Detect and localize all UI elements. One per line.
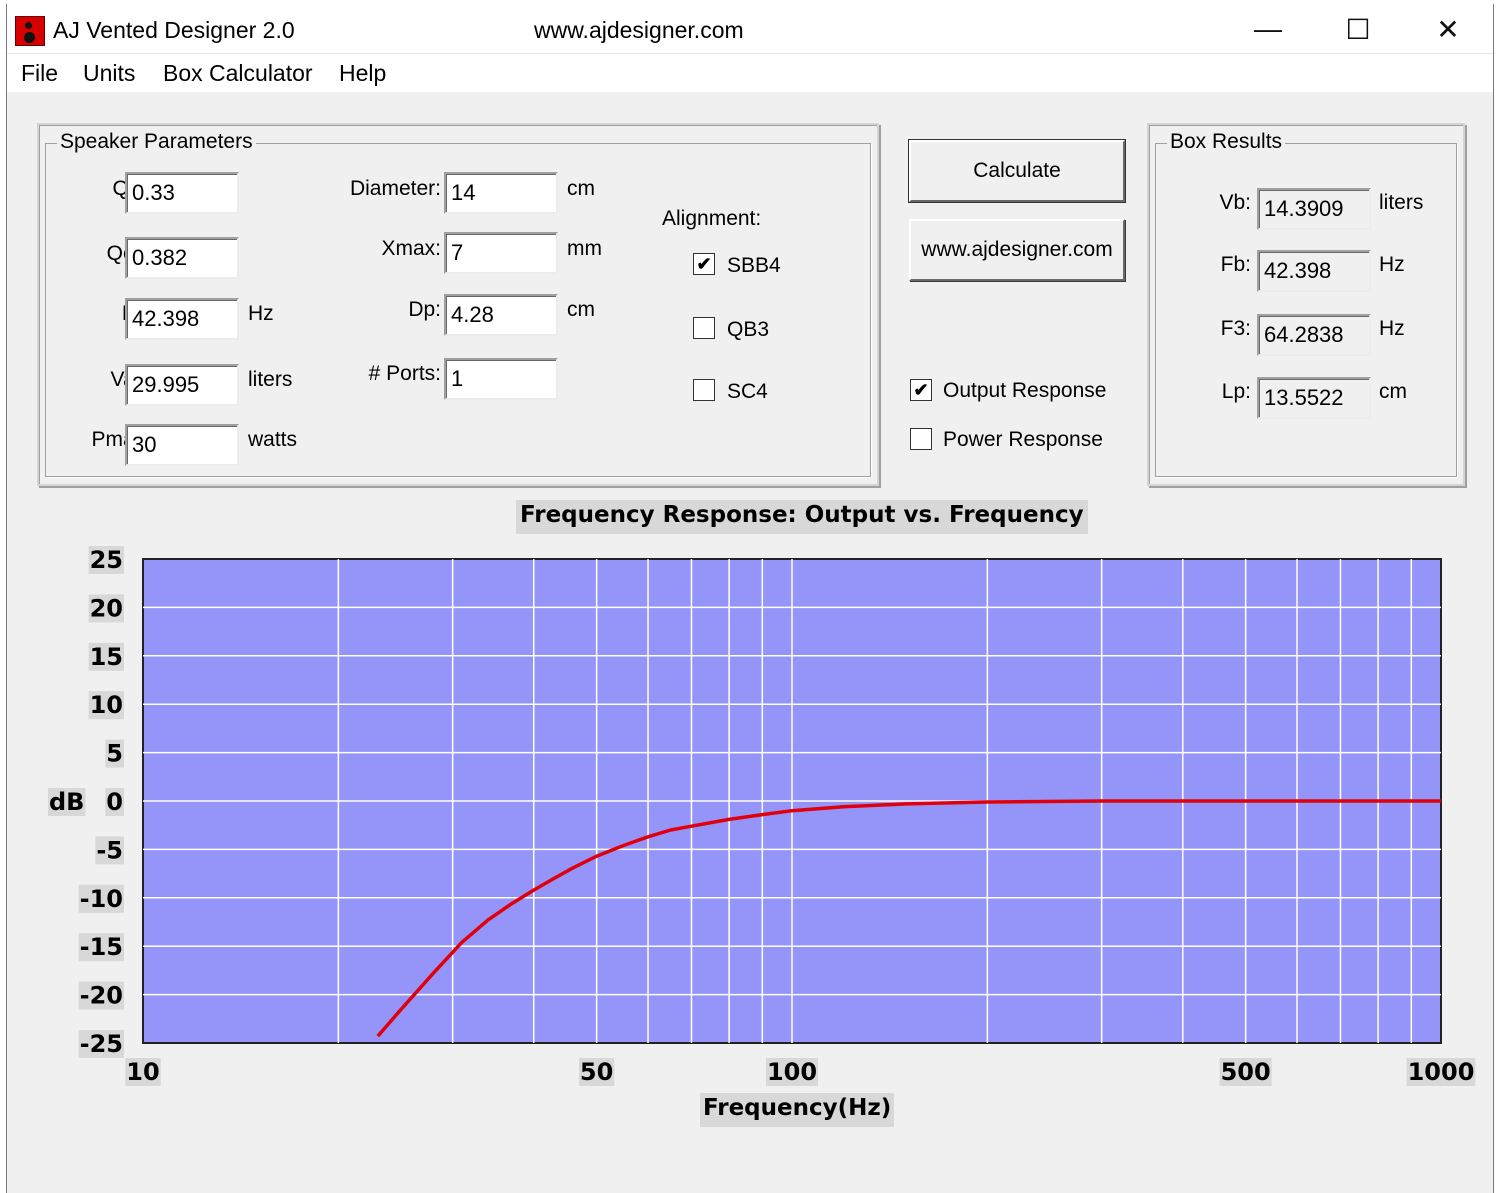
ports-input[interactable]: 1 — [444, 358, 558, 400]
lp-label: Lp: — [1221, 380, 1251, 403]
xmax-input[interactable]: 7 — [444, 232, 558, 274]
pmax-unit: watts — [248, 428, 298, 451]
lp-unit: cm — [1379, 380, 1407, 403]
fb-output: 42.398 — [1257, 250, 1371, 292]
y-tick-label-bg — [88, 691, 124, 720]
diameter-input[interactable]: 14 — [444, 172, 558, 214]
diameter-label: Diameter: — [349, 177, 441, 200]
qes-input[interactable]: 0.382 — [125, 237, 239, 279]
box-results-caption: Box Results — [1167, 130, 1286, 154]
pmax-input[interactable]: 30 — [125, 424, 239, 466]
calculate-button[interactable]: Calculate — [908, 139, 1126, 203]
qb3-checkbox[interactable] — [693, 317, 715, 339]
dp-input[interactable]: 4.28 — [444, 294, 558, 336]
y-tick-label-bg — [105, 739, 124, 768]
x-tick-label-bg — [1219, 1058, 1272, 1086]
y-tick-label-bg — [88, 546, 124, 574]
speaker-parameters-group: Speaker Parameters Qts: 0.33 Qes: 0.382 … — [37, 123, 879, 486]
speaker-app-icon — [15, 16, 45, 46]
x-tick-label: 50 — [580, 1058, 613, 1086]
minimize-button[interactable]: — — [1254, 13, 1282, 44]
y-tick-label-bg — [78, 933, 124, 962]
qb3-label: QB3 — [727, 318, 770, 341]
y-tick-label: 20 — [90, 594, 123, 622]
dp-unit: cm — [567, 298, 595, 321]
power-response-label: Power Response — [943, 428, 1103, 451]
fb-label: Fb: — [1220, 253, 1251, 276]
y-axis-label: dB — [49, 788, 84, 816]
fs-unit: Hz — [248, 302, 274, 325]
y-tick-label: -10 — [80, 885, 123, 913]
vb-output: 14.3909 — [1257, 188, 1371, 230]
website-button[interactable]: www.ajdesigner.com — [909, 219, 1125, 281]
window-title: AJ Vented Designer 2.0 — [53, 17, 295, 43]
chart-title: Frequency Response: Output vs. Frequency — [516, 500, 1088, 534]
x-tick-label-bg — [125, 1058, 161, 1086]
speaker-parameters-caption: Speaker Parameters — [57, 130, 256, 154]
vas-input[interactable]: 29.995 — [125, 364, 239, 406]
xmax-unit: mm — [567, 237, 602, 260]
xmax-label: Xmax: — [381, 237, 441, 260]
f3-output: 64.2838 — [1257, 314, 1371, 356]
vb-unit: liters — [1379, 191, 1424, 214]
y-tick-label-bg — [95, 836, 124, 865]
sbb4-label: SBB4 — [727, 254, 781, 277]
title-bar: AJ Vented Designer 2.0 www.ajdesigner.co… — [7, 4, 1493, 54]
diameter-unit: cm — [567, 177, 595, 200]
maximize-button[interactable]: ☐ — [1345, 13, 1371, 45]
f3-unit: Hz — [1379, 317, 1405, 340]
y-tick-label: -15 — [80, 933, 123, 961]
y-tick-label-bg — [78, 981, 124, 1010]
y-tick-label: 10 — [90, 691, 123, 719]
power-response-checkbox[interactable] — [910, 428, 932, 450]
y-tick-label-bg — [88, 594, 124, 623]
sc4-label: SC4 — [727, 380, 768, 403]
output-response-checkbox[interactable]: ✔ — [910, 379, 932, 401]
x-tick-label-bg — [765, 1058, 819, 1086]
sc4-checkbox[interactable] — [693, 379, 715, 401]
alignment-label: Alignment: — [662, 207, 762, 230]
menu-help[interactable]: Help — [339, 60, 387, 86]
window-url: www.ajdesigner.com — [534, 17, 744, 43]
lp-output: 13.5522 — [1257, 377, 1371, 419]
menu-file[interactable]: File — [21, 60, 59, 86]
y-axis-label-bg — [48, 788, 86, 816]
ports-label: # Ports: — [368, 362, 441, 385]
y-tick-label: 25 — [90, 546, 123, 574]
fb-unit: Hz — [1379, 253, 1405, 276]
vas-unit: liters — [248, 368, 293, 391]
x-tick-label: 10 — [126, 1058, 159, 1086]
output-response-label: Output Response — [943, 379, 1107, 402]
qts-input[interactable]: 0.33 — [125, 172, 239, 214]
app-window: AJ Vented Designer 2.0 www.ajdesigner.co… — [6, 4, 1494, 1193]
x-tick-label-bg — [578, 1058, 615, 1086]
y-tick-label: -25 — [80, 1030, 123, 1058]
y-tick-label: 5 — [106, 740, 123, 768]
y-tick-label: 15 — [90, 643, 123, 671]
y-tick-label-bg — [78, 1030, 124, 1058]
x-tick-label: 1000 — [1408, 1058, 1475, 1086]
f3-label: F3: — [1220, 317, 1251, 340]
x-tick-label-bg — [1406, 1058, 1476, 1086]
close-button[interactable]: ✕ — [1436, 13, 1460, 45]
x-axis-label: Frequency(Hz) — [700, 1093, 895, 1127]
dp-label: Dp: — [408, 298, 441, 321]
y-tick-label-bg — [78, 884, 124, 913]
vb-label: Vb: — [1219, 191, 1251, 214]
x-tick-label: 100 — [767, 1058, 817, 1086]
y-tick-label-bg — [105, 788, 124, 816]
y-tick-label: -20 — [80, 982, 123, 1010]
y-tick-label-bg — [88, 642, 124, 671]
fs-input[interactable]: 42.398 — [125, 298, 239, 340]
x-tick-label: 500 — [1221, 1058, 1271, 1086]
y-tick-label: 0 — [106, 788, 123, 816]
menu-box-calculator[interactable]: Box Calculator — [163, 60, 313, 86]
menu-units[interactable]: Units — [83, 60, 136, 86]
box-results-group: Box Results Vb: 14.3909 liters Fb: 42.39… — [1147, 123, 1465, 486]
response-curve — [376, 799, 1441, 1038]
sbb4-checkbox[interactable]: ✔ — [693, 253, 715, 275]
menu-bar: File Units Box Calculator Help — [7, 54, 1493, 92]
y-tick-label: -5 — [96, 836, 123, 864]
